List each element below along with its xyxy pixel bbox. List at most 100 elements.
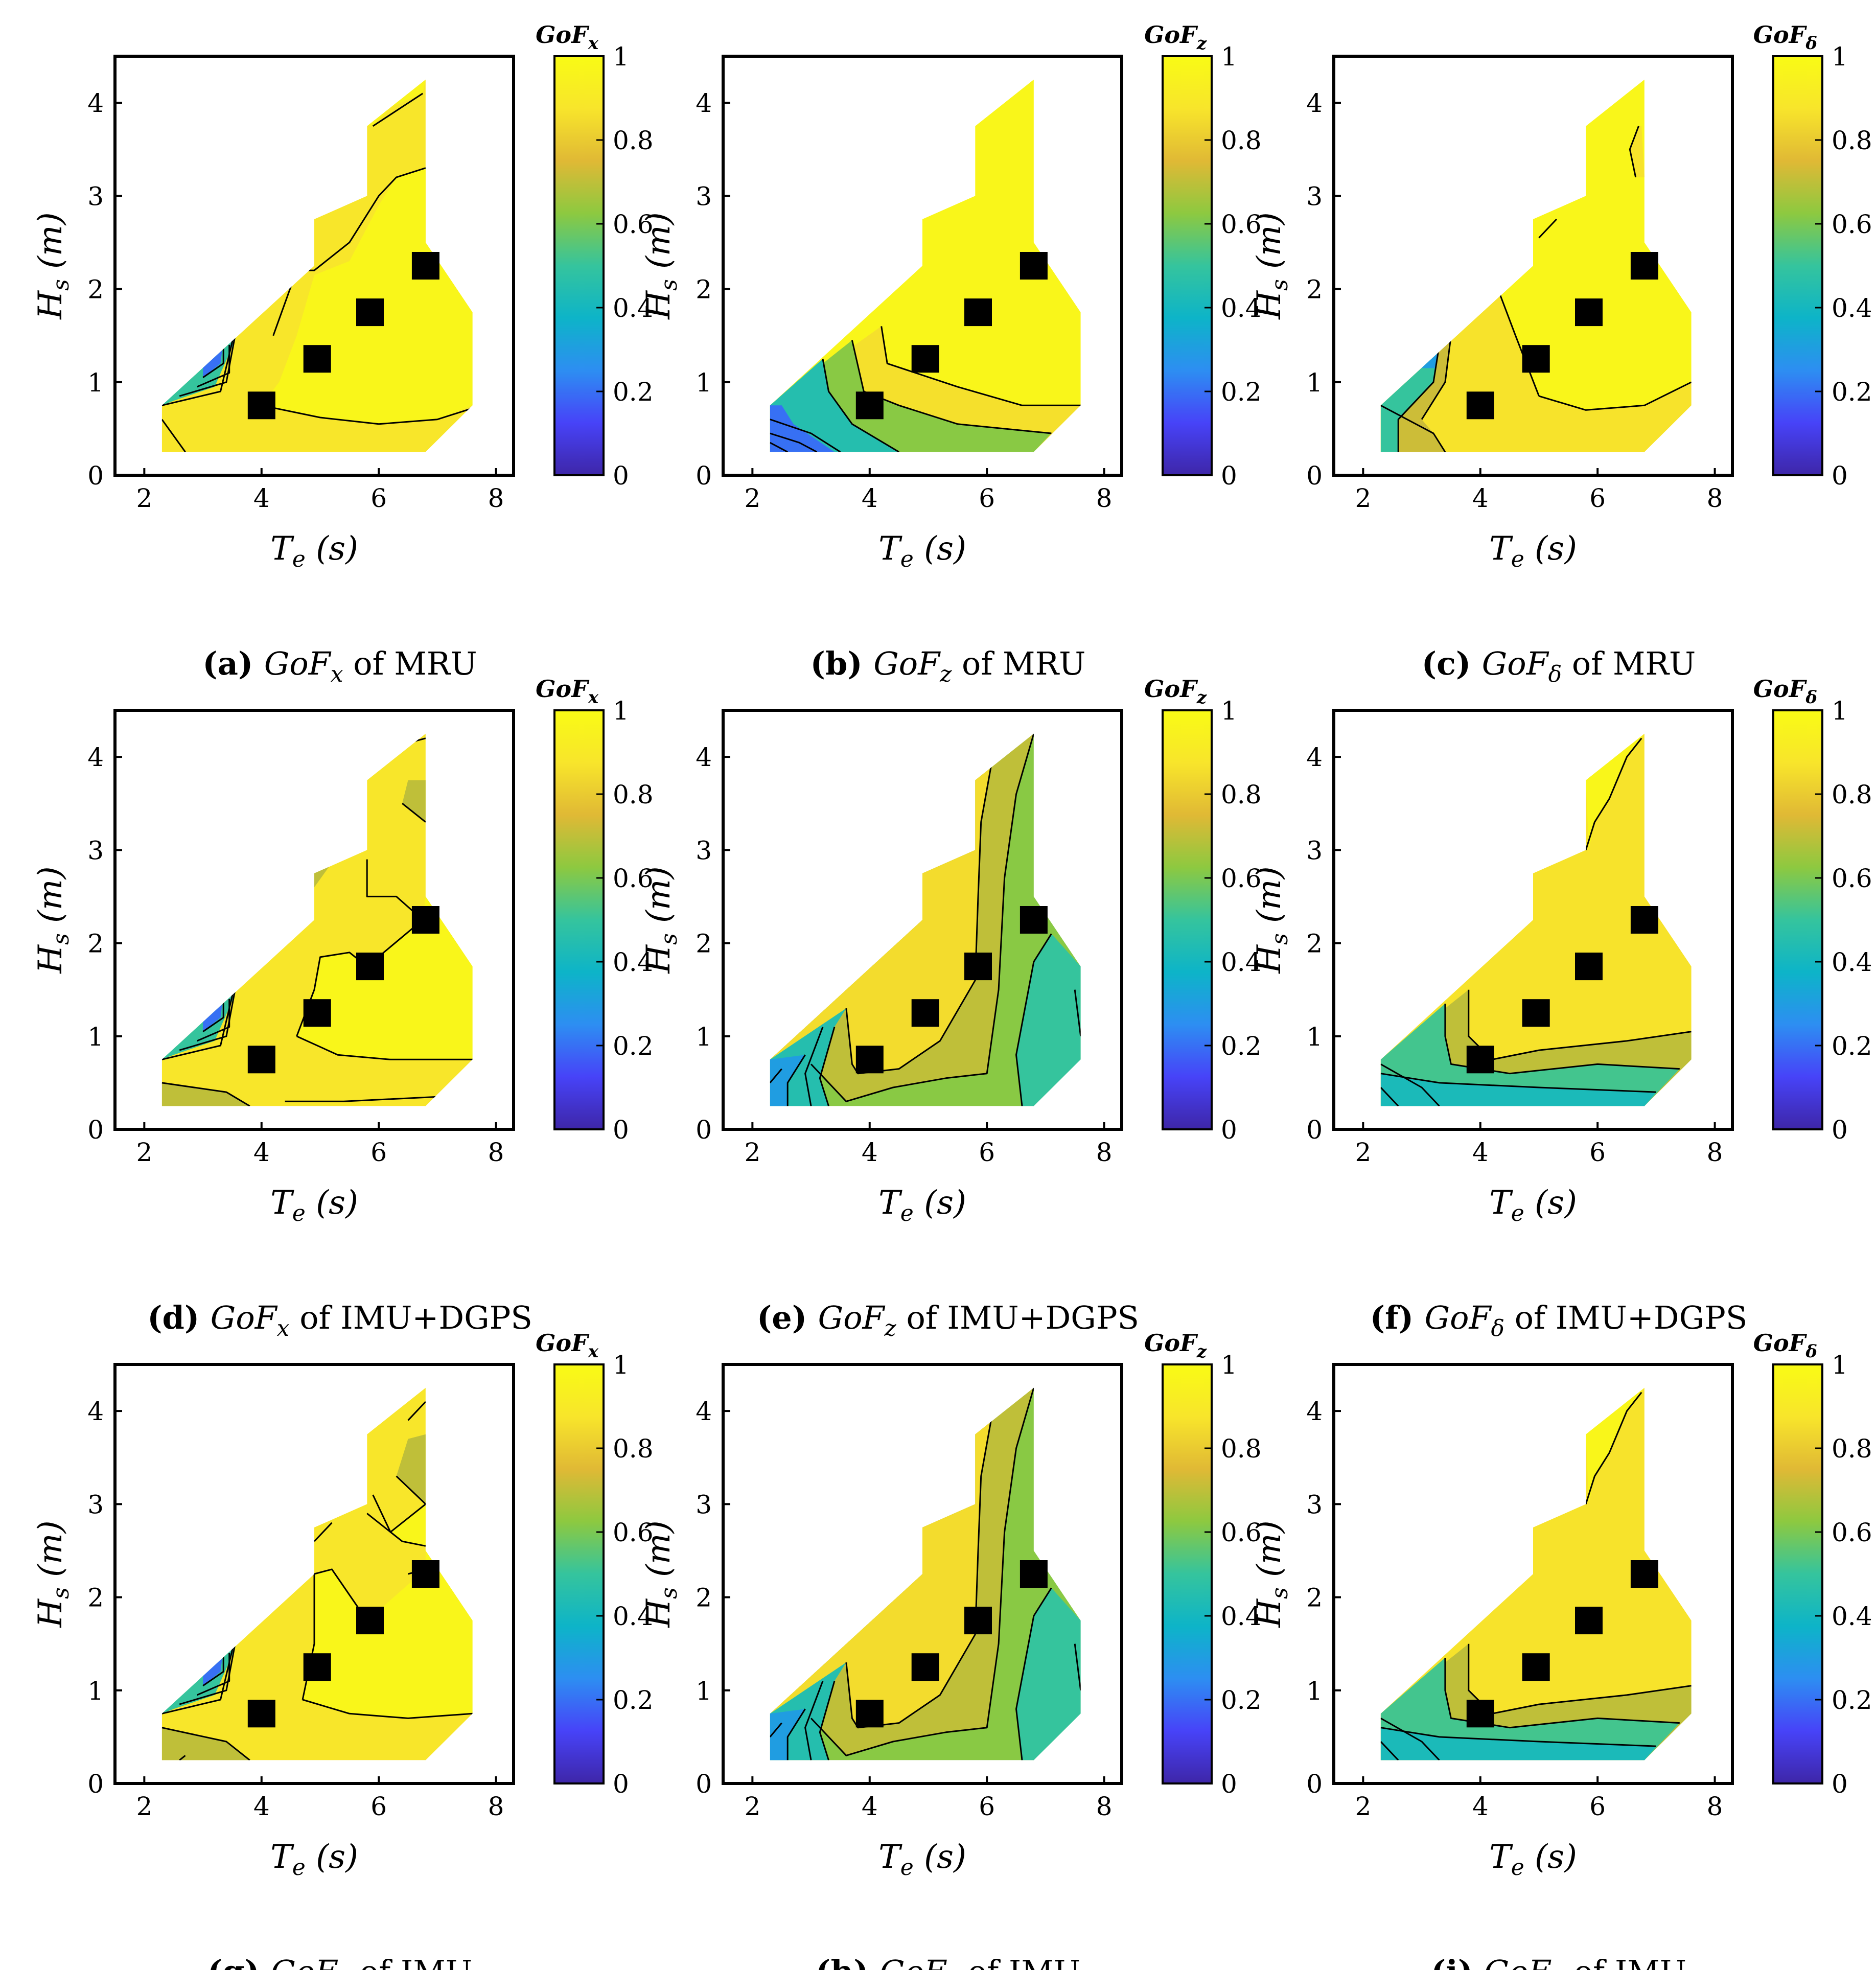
x-tick-label: 2 xyxy=(744,1138,760,1167)
x-tick-label: 4 xyxy=(1472,1792,1489,1821)
colorbar-tick-label: 0.8 xyxy=(1832,1434,1872,1464)
contour-line-7 xyxy=(770,1722,782,1737)
x-axis-label: Te (s) xyxy=(1489,530,1577,572)
panel-caption: (d) GoFx of IMU+DGPS xyxy=(147,1299,532,1341)
x-tick-label: 8 xyxy=(1096,1138,1113,1167)
colorbar-tick-label: 0.2 xyxy=(1832,377,1872,407)
axes-box xyxy=(722,55,1123,477)
x-tick-label: 6 xyxy=(1589,483,1606,513)
colorbar xyxy=(1162,55,1213,476)
colorbar-tick-label: 0.2 xyxy=(1221,377,1262,407)
y-axis-label: Hs (m) xyxy=(640,212,682,319)
x-tick-label: 2 xyxy=(744,483,760,513)
panel-caption: (a) GoFx of MRU xyxy=(202,645,477,687)
x-tick-label: 8 xyxy=(1096,1792,1113,1821)
x-tick-label: 4 xyxy=(253,1138,270,1167)
contour-region-3 xyxy=(161,1727,250,1760)
colorbar-tick-label: 0.4 xyxy=(613,947,654,977)
measurement-marker-3 xyxy=(1020,1560,1048,1588)
measurement-marker-1 xyxy=(911,999,939,1027)
colorbar-tick-label: 1 xyxy=(1832,696,1848,726)
x-axis-label: Te (s) xyxy=(270,1184,358,1226)
colorbar-tick-label: 0 xyxy=(613,1115,629,1145)
x-tick-label: 4 xyxy=(253,483,270,513)
contour-line-3 xyxy=(1380,1718,1440,1760)
y-tick-label: 3 xyxy=(1306,181,1323,211)
contour-lines xyxy=(770,1387,1081,1760)
measurement-marker-2 xyxy=(1575,953,1603,981)
contour-region-4 xyxy=(1380,1727,1656,1760)
colorbar-tick-label: 0.6 xyxy=(1221,1518,1262,1547)
y-tick-label: 4 xyxy=(87,743,104,772)
contour-line-5 xyxy=(1538,218,1557,239)
x-tick-label: 2 xyxy=(1355,1792,1371,1821)
colorbar-title: GoFδ xyxy=(1753,1329,1817,1362)
colorbar-tick-label: 1 xyxy=(613,42,629,72)
contour-line-4 xyxy=(161,1727,250,1760)
contour-line-2 xyxy=(1015,1587,1052,1760)
panel-caption: (c) GoFδ of MRU xyxy=(1422,645,1696,687)
measurement-marker-3 xyxy=(411,252,439,280)
y-tick-label: 4 xyxy=(1306,743,1323,772)
y-tick-label: 2 xyxy=(696,275,712,305)
contour-region-4 xyxy=(1380,1073,1656,1106)
contour-line-0 xyxy=(161,970,239,1060)
measurement-marker-0 xyxy=(1466,1046,1494,1074)
contour-lines xyxy=(161,1401,473,1760)
contour-region-2 xyxy=(367,1504,426,1546)
measurement-marker-0 xyxy=(247,391,275,420)
y-tick-label: 0 xyxy=(87,1115,104,1145)
colorbar-tick-label: 0.4 xyxy=(1832,293,1872,323)
y-tick-label: 0 xyxy=(87,461,104,491)
colorbar-tick-label: 0.8 xyxy=(613,1434,654,1464)
measurement-marker-3 xyxy=(411,1560,439,1588)
contour-region-4 xyxy=(396,1434,426,1504)
contour-region-3 xyxy=(770,1411,993,1728)
contour-line-1 xyxy=(851,340,1052,434)
contour-line-1 xyxy=(179,1643,236,1705)
colorbar-tick-label: 0.2 xyxy=(1221,1685,1262,1715)
y-tick-label: 2 xyxy=(1306,275,1323,305)
measurement-marker-3 xyxy=(1630,252,1658,280)
y-tick-label: 1 xyxy=(696,1676,712,1706)
colorbar xyxy=(553,1363,605,1784)
y-tick-label: 4 xyxy=(696,743,712,772)
measurement-marker-2 xyxy=(964,1607,992,1635)
colorbar xyxy=(553,709,605,1130)
y-tick-label: 3 xyxy=(87,836,104,865)
measurement-marker-0 xyxy=(855,1046,884,1074)
colorbar-tick-label: 0.6 xyxy=(1832,864,1872,893)
x-tick-label: 2 xyxy=(136,1792,152,1821)
panel-caption: (i) GoFδ of IMU xyxy=(1431,1953,1686,1970)
y-tick-label: 2 xyxy=(87,275,104,305)
colorbar-tick-label: 0.6 xyxy=(613,210,654,239)
colorbar-title: GoFx xyxy=(536,21,599,54)
colorbar xyxy=(1772,709,1823,1130)
colorbar-tick-label: 0.8 xyxy=(613,126,654,155)
colorbar-tick-label: 0.6 xyxy=(1832,1518,1872,1547)
contour-line-2 xyxy=(1380,1727,1656,1747)
contour-line-0 xyxy=(881,326,1081,406)
colorbar-tick-label: 1 xyxy=(1221,696,1237,726)
x-axis-label: Te (s) xyxy=(1489,1838,1577,1881)
colorbar-tick-label: 0.8 xyxy=(1832,126,1872,155)
contour-fill xyxy=(1380,733,1692,1106)
colorbar xyxy=(1162,709,1213,1130)
contour-line-5 xyxy=(770,442,788,452)
colorbar-tick-label: 0.4 xyxy=(1221,947,1262,977)
measurement-marker-3 xyxy=(1630,1560,1658,1588)
contour-region-3 xyxy=(770,757,993,1074)
measurement-marker-2 xyxy=(1575,1607,1603,1635)
x-tick-label: 6 xyxy=(370,1138,387,1167)
contour-line-11 xyxy=(407,1401,426,1421)
panel-caption: (f) GoFδ of IMU+DGPS xyxy=(1370,1299,1748,1341)
colorbar-tick-label: 0.4 xyxy=(1221,293,1262,323)
y-tick-label: 1 xyxy=(1306,1676,1323,1706)
measurement-marker-3 xyxy=(1630,906,1658,934)
colorbar-tick-label: 0 xyxy=(1221,461,1237,491)
colorbar-tick-label: 0.2 xyxy=(613,377,654,407)
x-tick-label: 6 xyxy=(1589,1792,1606,1821)
